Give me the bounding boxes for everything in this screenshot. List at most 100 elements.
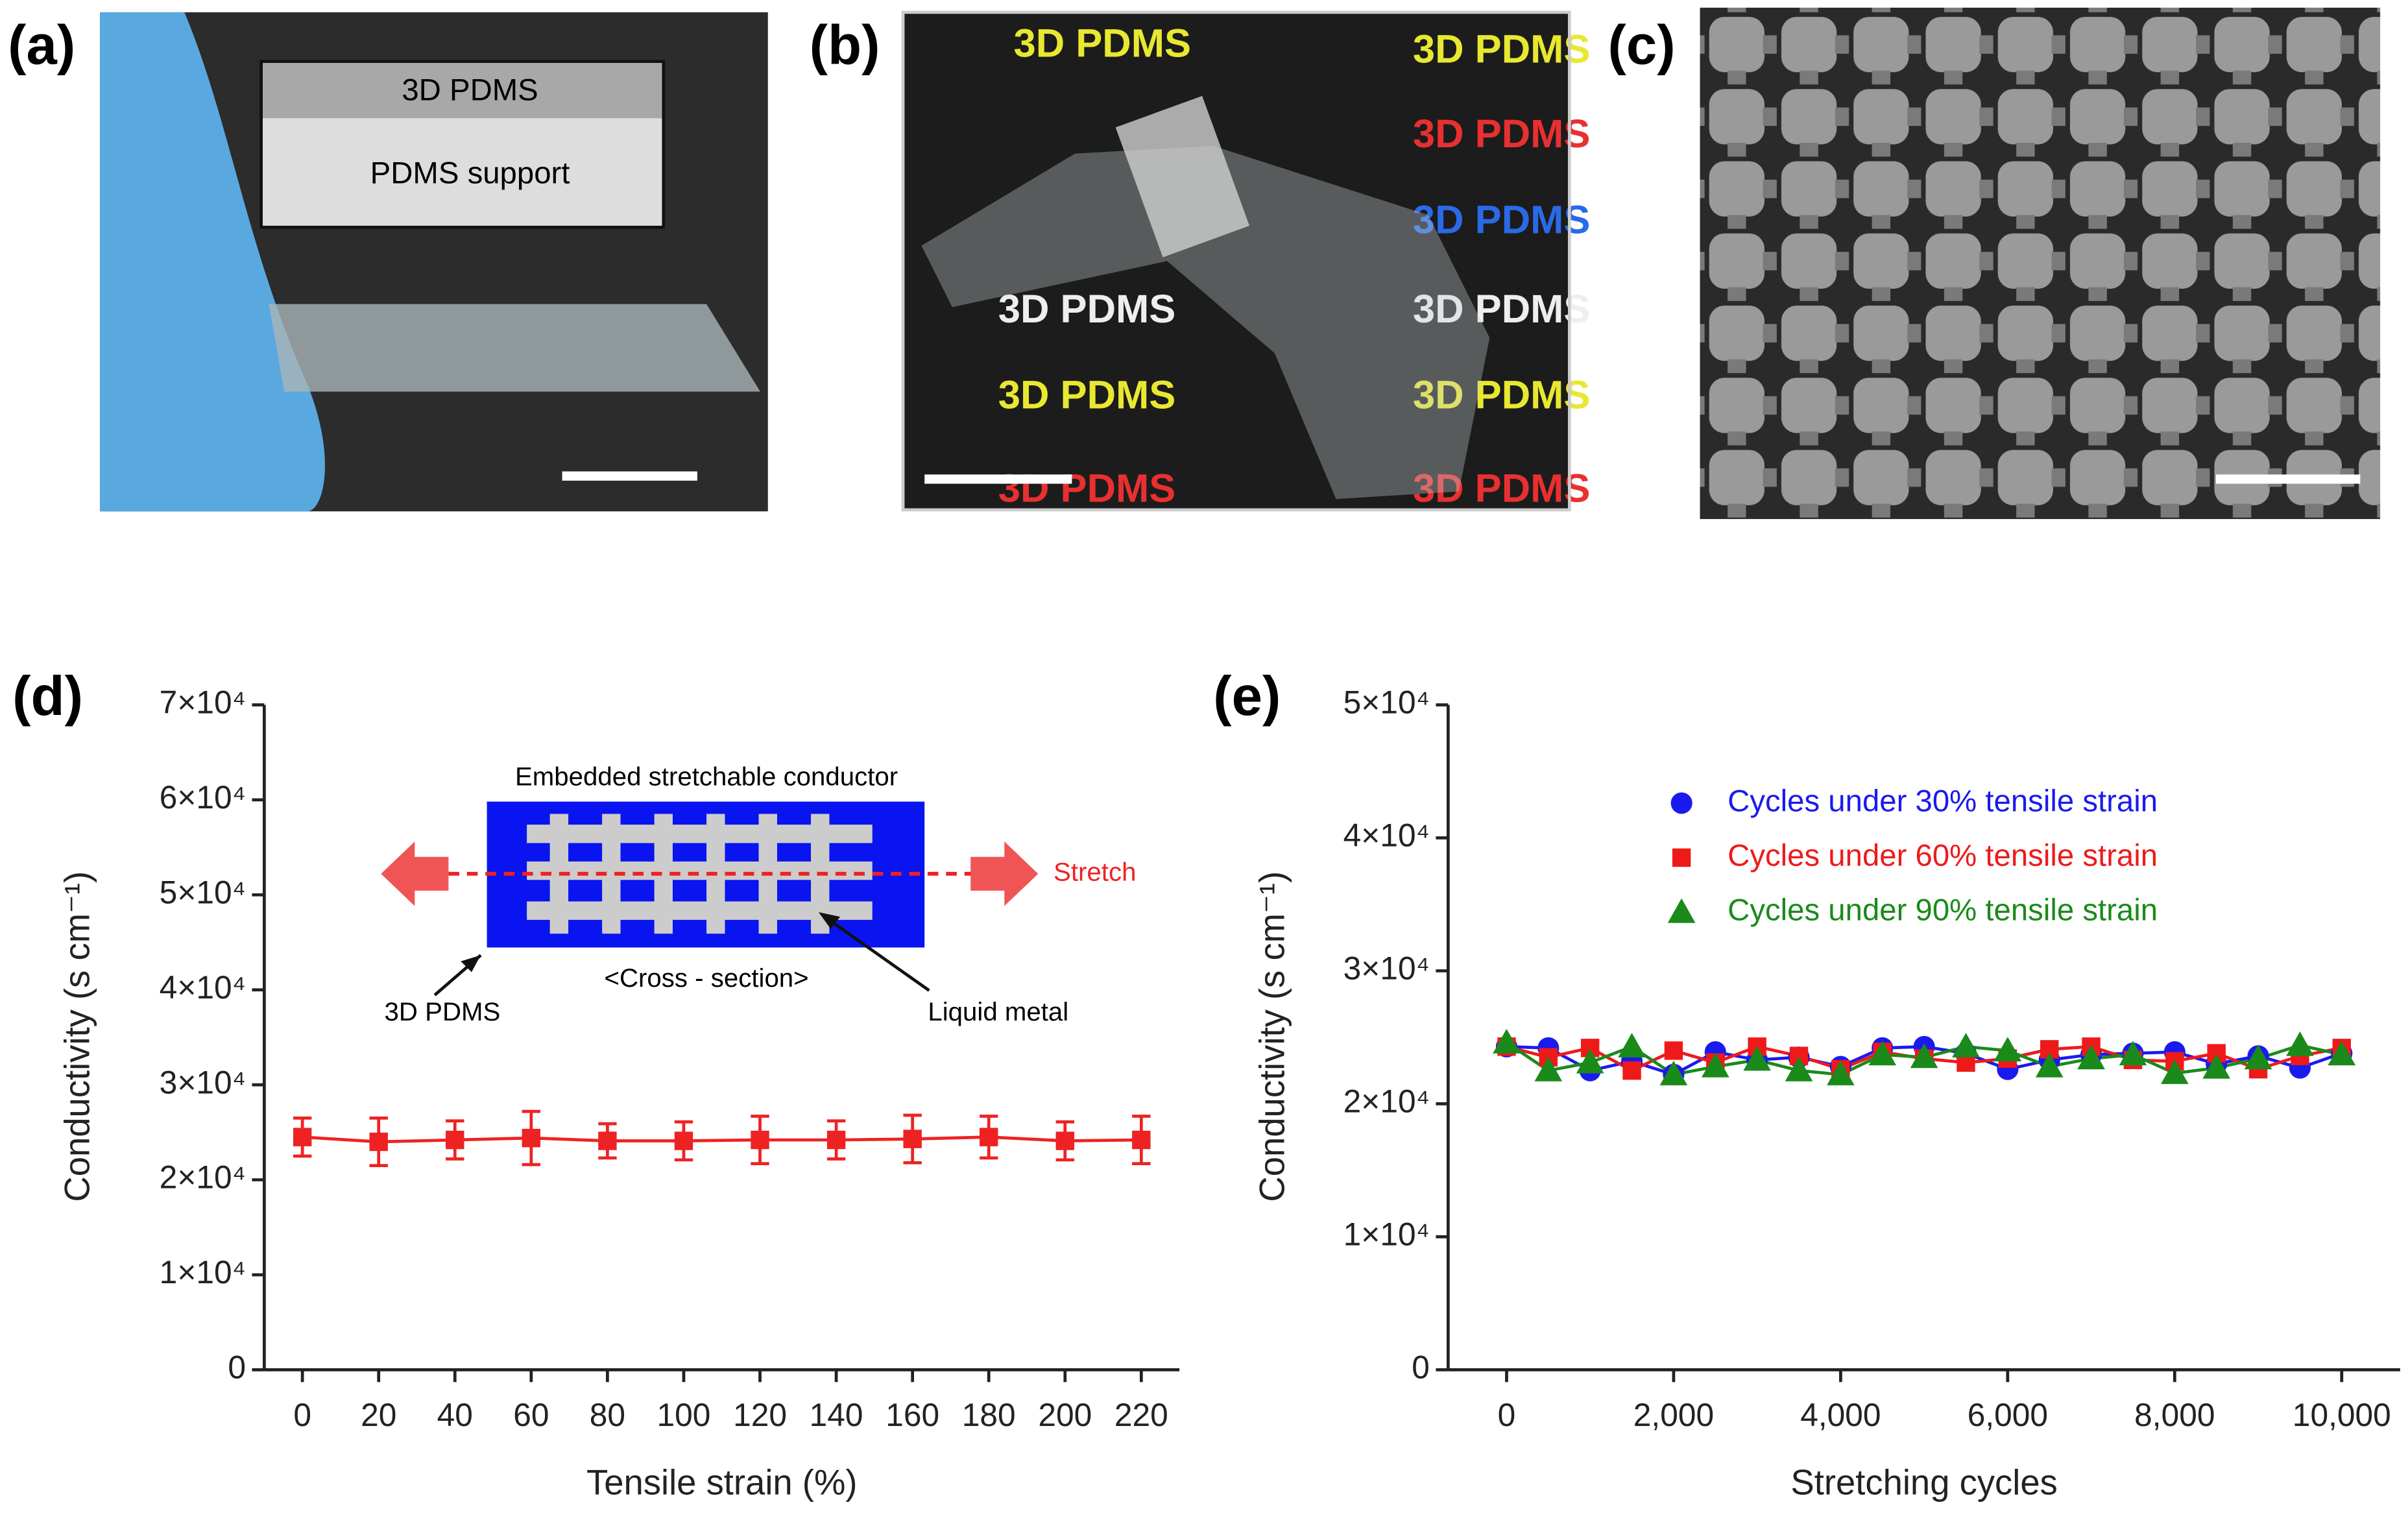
x-tick-label: 140	[810, 1397, 863, 1433]
photo-text: 3D PDMS	[1413, 197, 1591, 242]
y-tick-label: 4×10⁴	[1343, 817, 1430, 854]
x-tick-label: 220	[1114, 1397, 1168, 1433]
x-tick-label: 180	[962, 1397, 1016, 1433]
panel-label: (b)	[810, 14, 880, 76]
marker	[2202, 1054, 2231, 1079]
y-tick-label: 4×10⁴	[160, 969, 246, 1006]
marker	[1743, 1046, 1771, 1071]
marker	[2035, 1052, 2064, 1078]
y-tick-label: 3×10⁴	[1343, 950, 1430, 987]
marker	[1576, 1048, 1604, 1074]
photo-text: 3D PDMS	[1413, 287, 1591, 332]
marker	[1785, 1056, 1813, 1081]
photo-text: 3D PDMS	[1413, 372, 1591, 417]
photo-text: 3D PDMS	[998, 287, 1176, 332]
x-tick-label: 8,000	[2134, 1397, 2215, 1433]
x-tick-label: 100	[657, 1397, 711, 1433]
marker	[2161, 1059, 2189, 1084]
marker	[2077, 1045, 2105, 1070]
annotation: Liquid metal	[928, 997, 1068, 1026]
y-tick-label: 5×10⁴	[160, 874, 246, 910]
x-tick-label: 80	[590, 1397, 625, 1433]
marker	[293, 1128, 312, 1146]
marker	[1618, 1032, 1646, 1057]
inset-layer: PDMS support	[370, 156, 570, 190]
panel-label: (d)	[12, 666, 83, 727]
marker	[1910, 1043, 1938, 1069]
y-axis-label: Conductivity (s cm⁻¹)	[58, 871, 97, 1202]
annotation: <Cross - section>	[604, 963, 808, 993]
marker	[522, 1128, 541, 1148]
marker	[1493, 1028, 1521, 1054]
marker	[1055, 1131, 1074, 1150]
photo-b: 3D PDMS 3D PDMS 3D PDMS 3D PDMS 3D PDMS …	[901, 10, 1591, 512]
x-tick-label: 6,000	[1968, 1397, 2048, 1433]
x-tick-label: 0	[1498, 1397, 1516, 1433]
y-axis-label: Conductivity (s cm⁻¹)	[1252, 871, 1292, 1202]
x-tick-label: 10,000	[2293, 1397, 2391, 1433]
y-tick-label: 0	[1412, 1349, 1430, 1386]
line	[302, 1135, 1142, 1144]
legend-marker	[1670, 792, 1692, 814]
marker	[2286, 1031, 2314, 1056]
marker	[1993, 1037, 2022, 1062]
photo-text: 3D PDMS	[998, 372, 1176, 417]
legend-label: Cycles under 30% tensile strain	[1728, 784, 2158, 818]
y-tick-label: 7×10⁴	[160, 684, 246, 721]
marker	[1659, 1061, 1688, 1085]
marker	[1132, 1130, 1151, 1150]
annotation: Stretch	[1054, 857, 1136, 886]
marker	[1664, 1041, 1683, 1060]
photo-text: 3D PDMS	[1413, 466, 1591, 511]
marker	[826, 1130, 846, 1150]
y-tick-label: 1×10⁴	[1343, 1216, 1430, 1253]
annotation: 3D PDMS	[385, 997, 501, 1026]
marker	[369, 1132, 388, 1152]
x-tick-label: 120	[733, 1397, 787, 1433]
inset-d: Embedded stretchable conductor Stretch 3…	[381, 762, 1136, 1026]
marker	[674, 1131, 693, 1150]
photo-text: 3D PDMS	[998, 466, 1176, 511]
marker	[980, 1128, 998, 1146]
inset-layer: 3D PDMS	[402, 73, 538, 108]
marker	[446, 1130, 464, 1150]
photo-text: 3D PDMS	[1413, 27, 1591, 72]
x-tick-label: 0	[293, 1397, 311, 1433]
y-tick-label: 2×10⁴	[1343, 1083, 1430, 1120]
marker	[2328, 1041, 2356, 1066]
legend-marker	[1667, 898, 1696, 923]
marker	[2119, 1041, 2147, 1066]
legend-marker	[1672, 848, 1691, 867]
legend-label: Cycles under 60% tensile strain	[1728, 838, 2158, 873]
panel-label: (e)	[1213, 666, 1281, 727]
y-tick-label: 1×10⁴	[160, 1254, 246, 1290]
x-tick-label: 20	[361, 1397, 396, 1433]
marker	[1952, 1032, 1980, 1057]
y-tick-label: 5×10⁴	[1343, 684, 1430, 721]
panel-label: (c)	[1608, 14, 1676, 76]
x-axis-label: Stretching cycles	[1790, 1462, 2057, 1502]
y-tick-label: 0	[228, 1349, 246, 1386]
legend-label: Cycles under 90% tensile strain	[1728, 893, 2158, 928]
photo-c	[1700, 7, 2381, 520]
y-tick-label: 6×10⁴	[160, 779, 246, 815]
marker	[598, 1131, 617, 1150]
x-tick-label: 40	[437, 1397, 473, 1433]
annotation: Embedded stretchable conductor	[515, 762, 898, 791]
marker	[1534, 1056, 1563, 1081]
marker	[1827, 1061, 1855, 1085]
marker	[1868, 1041, 1897, 1066]
marker	[903, 1129, 922, 1148]
x-tick-label: 2,000	[1633, 1397, 1714, 1433]
x-tick-label: 160	[885, 1397, 939, 1433]
marker	[1622, 1061, 1641, 1080]
x-tick-label: 200	[1038, 1397, 1092, 1433]
panel-label: (a)	[8, 14, 75, 76]
marker	[1702, 1052, 1729, 1078]
photo-text: 3D PDMS	[1413, 112, 1591, 156]
marker	[2244, 1045, 2272, 1070]
marker	[751, 1130, 769, 1150]
photo-a: 3D PDMS PDMS support	[100, 12, 768, 512]
y-tick-label: 3×10⁴	[160, 1064, 246, 1100]
